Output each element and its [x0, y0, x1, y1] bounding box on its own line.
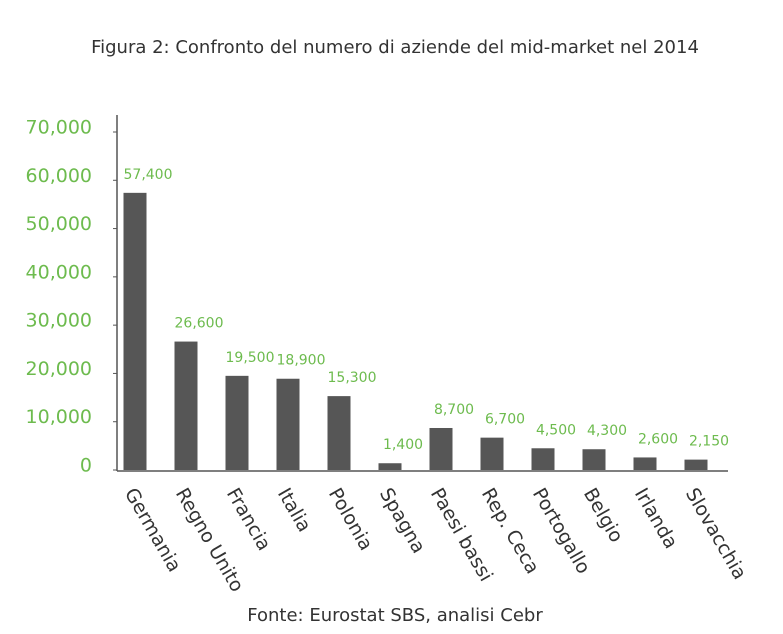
bar [633, 457, 657, 470]
value-label: 4,300 [587, 423, 627, 439]
value-label: 26,600 [175, 316, 224, 332]
x-tick-label: Irlanda [630, 484, 682, 552]
x-tick-label: Italia [273, 484, 316, 536]
value-label: 1,400 [383, 437, 423, 453]
value-label: 8,700 [434, 402, 474, 418]
x-tick-label: Spagna [375, 484, 430, 557]
y-tick-label: 0 [80, 455, 92, 477]
bar [123, 192, 147, 470]
value-label: 2,600 [638, 431, 678, 447]
x-tick-label: Francia [222, 484, 275, 554]
y-tick-label: 30,000 [26, 310, 92, 332]
y-tick-label: 20,000 [26, 358, 92, 380]
value-label: 4,500 [536, 422, 576, 438]
bar [276, 378, 300, 470]
y-tick-label: 10,000 [26, 406, 92, 428]
bar [327, 396, 351, 470]
y-tick-label: 70,000 [26, 117, 92, 139]
bar [225, 375, 249, 470]
x-tick-label: Slovacchia [681, 484, 751, 583]
chart-source: Fonte: Eurostat SBS, analisi Cebr [247, 605, 543, 626]
x-tick-label: Polonia [324, 484, 377, 554]
y-tick-label: 60,000 [26, 165, 92, 187]
y-tick-label: 40,000 [26, 261, 92, 283]
bar [684, 459, 708, 470]
bar [480, 437, 504, 470]
chart-title: Figura 2: Confronto del numero di aziend… [91, 37, 699, 58]
x-tick-label: Belgio [579, 484, 628, 546]
y-tick-label: 50,000 [26, 213, 92, 235]
value-label: 6,700 [485, 412, 525, 428]
bar [531, 448, 555, 470]
bar [378, 463, 402, 470]
value-label: 2,150 [689, 434, 729, 450]
value-label: 57,400 [124, 167, 173, 183]
bar [429, 427, 453, 470]
value-label: 15,300 [328, 370, 377, 386]
value-label: 18,900 [277, 353, 326, 369]
bar [174, 341, 198, 470]
bar [582, 449, 606, 470]
value-label: 19,500 [226, 350, 275, 366]
